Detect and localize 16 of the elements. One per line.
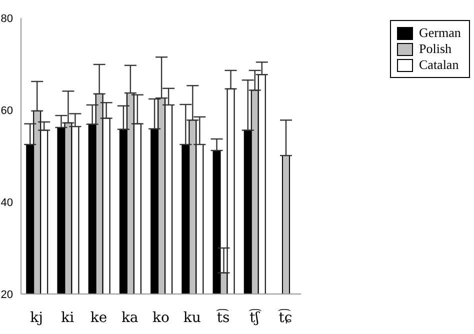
x-tick-label: ko — [152, 310, 170, 326]
x-tick-label: kj — [30, 310, 43, 326]
x-tick-label: t͡s — [215, 308, 230, 326]
y-tick-label: 20 — [0, 288, 13, 301]
legend-label: Catalan — [419, 57, 459, 73]
y-tick-label: 80 — [0, 12, 13, 25]
x-tick-label: ke — [90, 310, 108, 326]
x-tick-label: t͡ʃ — [248, 308, 262, 326]
legend-label: German — [419, 25, 461, 41]
legend-label: Polish — [419, 41, 452, 57]
y-tick-label: 60 — [0, 104, 13, 117]
x-tick-label: ku — [183, 310, 201, 326]
x-tick-label: ka — [121, 310, 138, 326]
x-tick-label: t͡ɕ — [277, 308, 292, 326]
y-tick-label: 40 — [0, 196, 13, 209]
x-tick-label: ki — [61, 310, 75, 326]
